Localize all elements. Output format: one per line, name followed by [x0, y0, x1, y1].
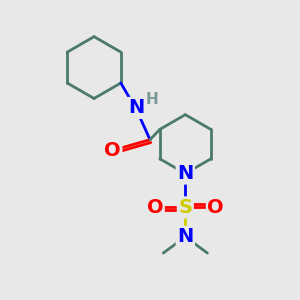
Text: O: O — [104, 141, 121, 160]
Text: O: O — [147, 198, 163, 217]
Text: O: O — [207, 198, 224, 217]
Text: N: N — [129, 98, 145, 117]
Text: N: N — [177, 164, 194, 183]
Text: S: S — [178, 198, 192, 217]
Text: H: H — [146, 92, 158, 107]
Text: N: N — [177, 227, 194, 246]
